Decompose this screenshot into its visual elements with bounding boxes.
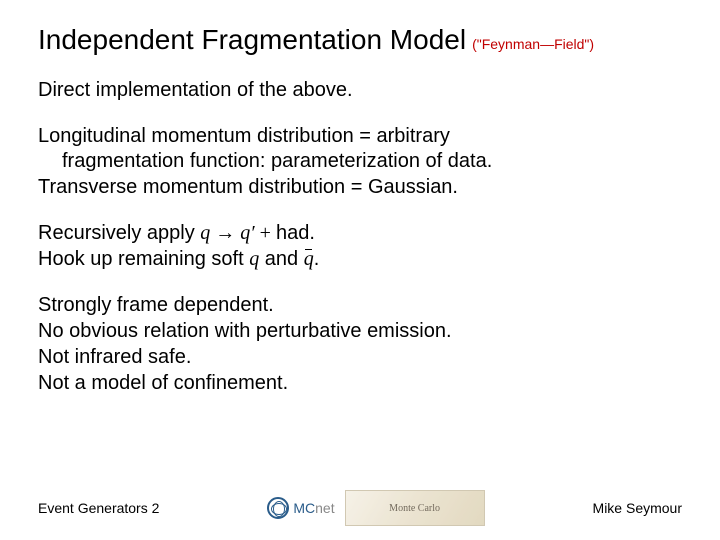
p3-line1: Recursively apply q → q′ + had. [38, 220, 682, 246]
footer: Event Generators 2 MCnet Monte Carlo Mik… [38, 490, 682, 526]
mcnet-logo-block: MCnet [267, 497, 334, 519]
page-title: Independent Fragmentation Model [38, 24, 466, 56]
p2-line1: Longitudinal momentum distribution = arb… [38, 125, 450, 147]
soft-q: q [249, 248, 259, 270]
paragraph-2: Longitudinal momentum distribution = arb… [38, 123, 682, 200]
p2-line3: Transverse momentum distribution = Gauss… [38, 176, 458, 198]
paragraph-1: Direct implementation of the above. [38, 78, 682, 103]
formula-qprime: q′ [240, 222, 254, 244]
title-row: Independent Fragmentation Model ("Feynma… [38, 24, 682, 56]
arrow-icon: → [210, 222, 240, 244]
mcnet-text: MCnet [293, 500, 334, 516]
p3-l1-text: Recursively apply [38, 222, 200, 244]
p4-line3: Not infrared safe. [38, 344, 682, 370]
footer-left: Event Generators 2 [38, 500, 159, 516]
soft-qbar: q [304, 246, 314, 272]
globe-icon [267, 497, 289, 519]
footer-center: MCnet Monte Carlo [267, 490, 484, 526]
p4-line1: Strongly frame dependent. [38, 292, 682, 318]
formula-plus: + [255, 222, 276, 244]
p3-l2-dot: . [314, 248, 320, 270]
p4-line4: Not a model of confinement. [38, 370, 682, 396]
title-subtitle: ("Feynman—Field") [472, 36, 594, 52]
footer-right: Mike Seymour [593, 500, 682, 516]
p2-line2: fragmentation function: parameterization… [38, 149, 682, 174]
p3-line2: Hook up remaining soft q and q. [38, 246, 682, 272]
p4-line2: No obvious relation with perturbative em… [38, 318, 682, 344]
mcnet-mc: MC [293, 500, 315, 516]
formula: q → q′ + had. [200, 222, 315, 244]
p3-l2-text: Hook up remaining soft [38, 248, 249, 270]
formula-q: q [200, 222, 210, 244]
paragraph-3: Recursively apply q → q′ + had. Hook up … [38, 220, 682, 272]
paragraph-4: Strongly frame dependent. No obvious rel… [38, 292, 682, 396]
formula-had: had. [276, 222, 315, 244]
montecarlo-box: Monte Carlo [345, 490, 485, 526]
p3-l2-and: and [259, 248, 303, 270]
mcnet-net: net [315, 500, 334, 516]
